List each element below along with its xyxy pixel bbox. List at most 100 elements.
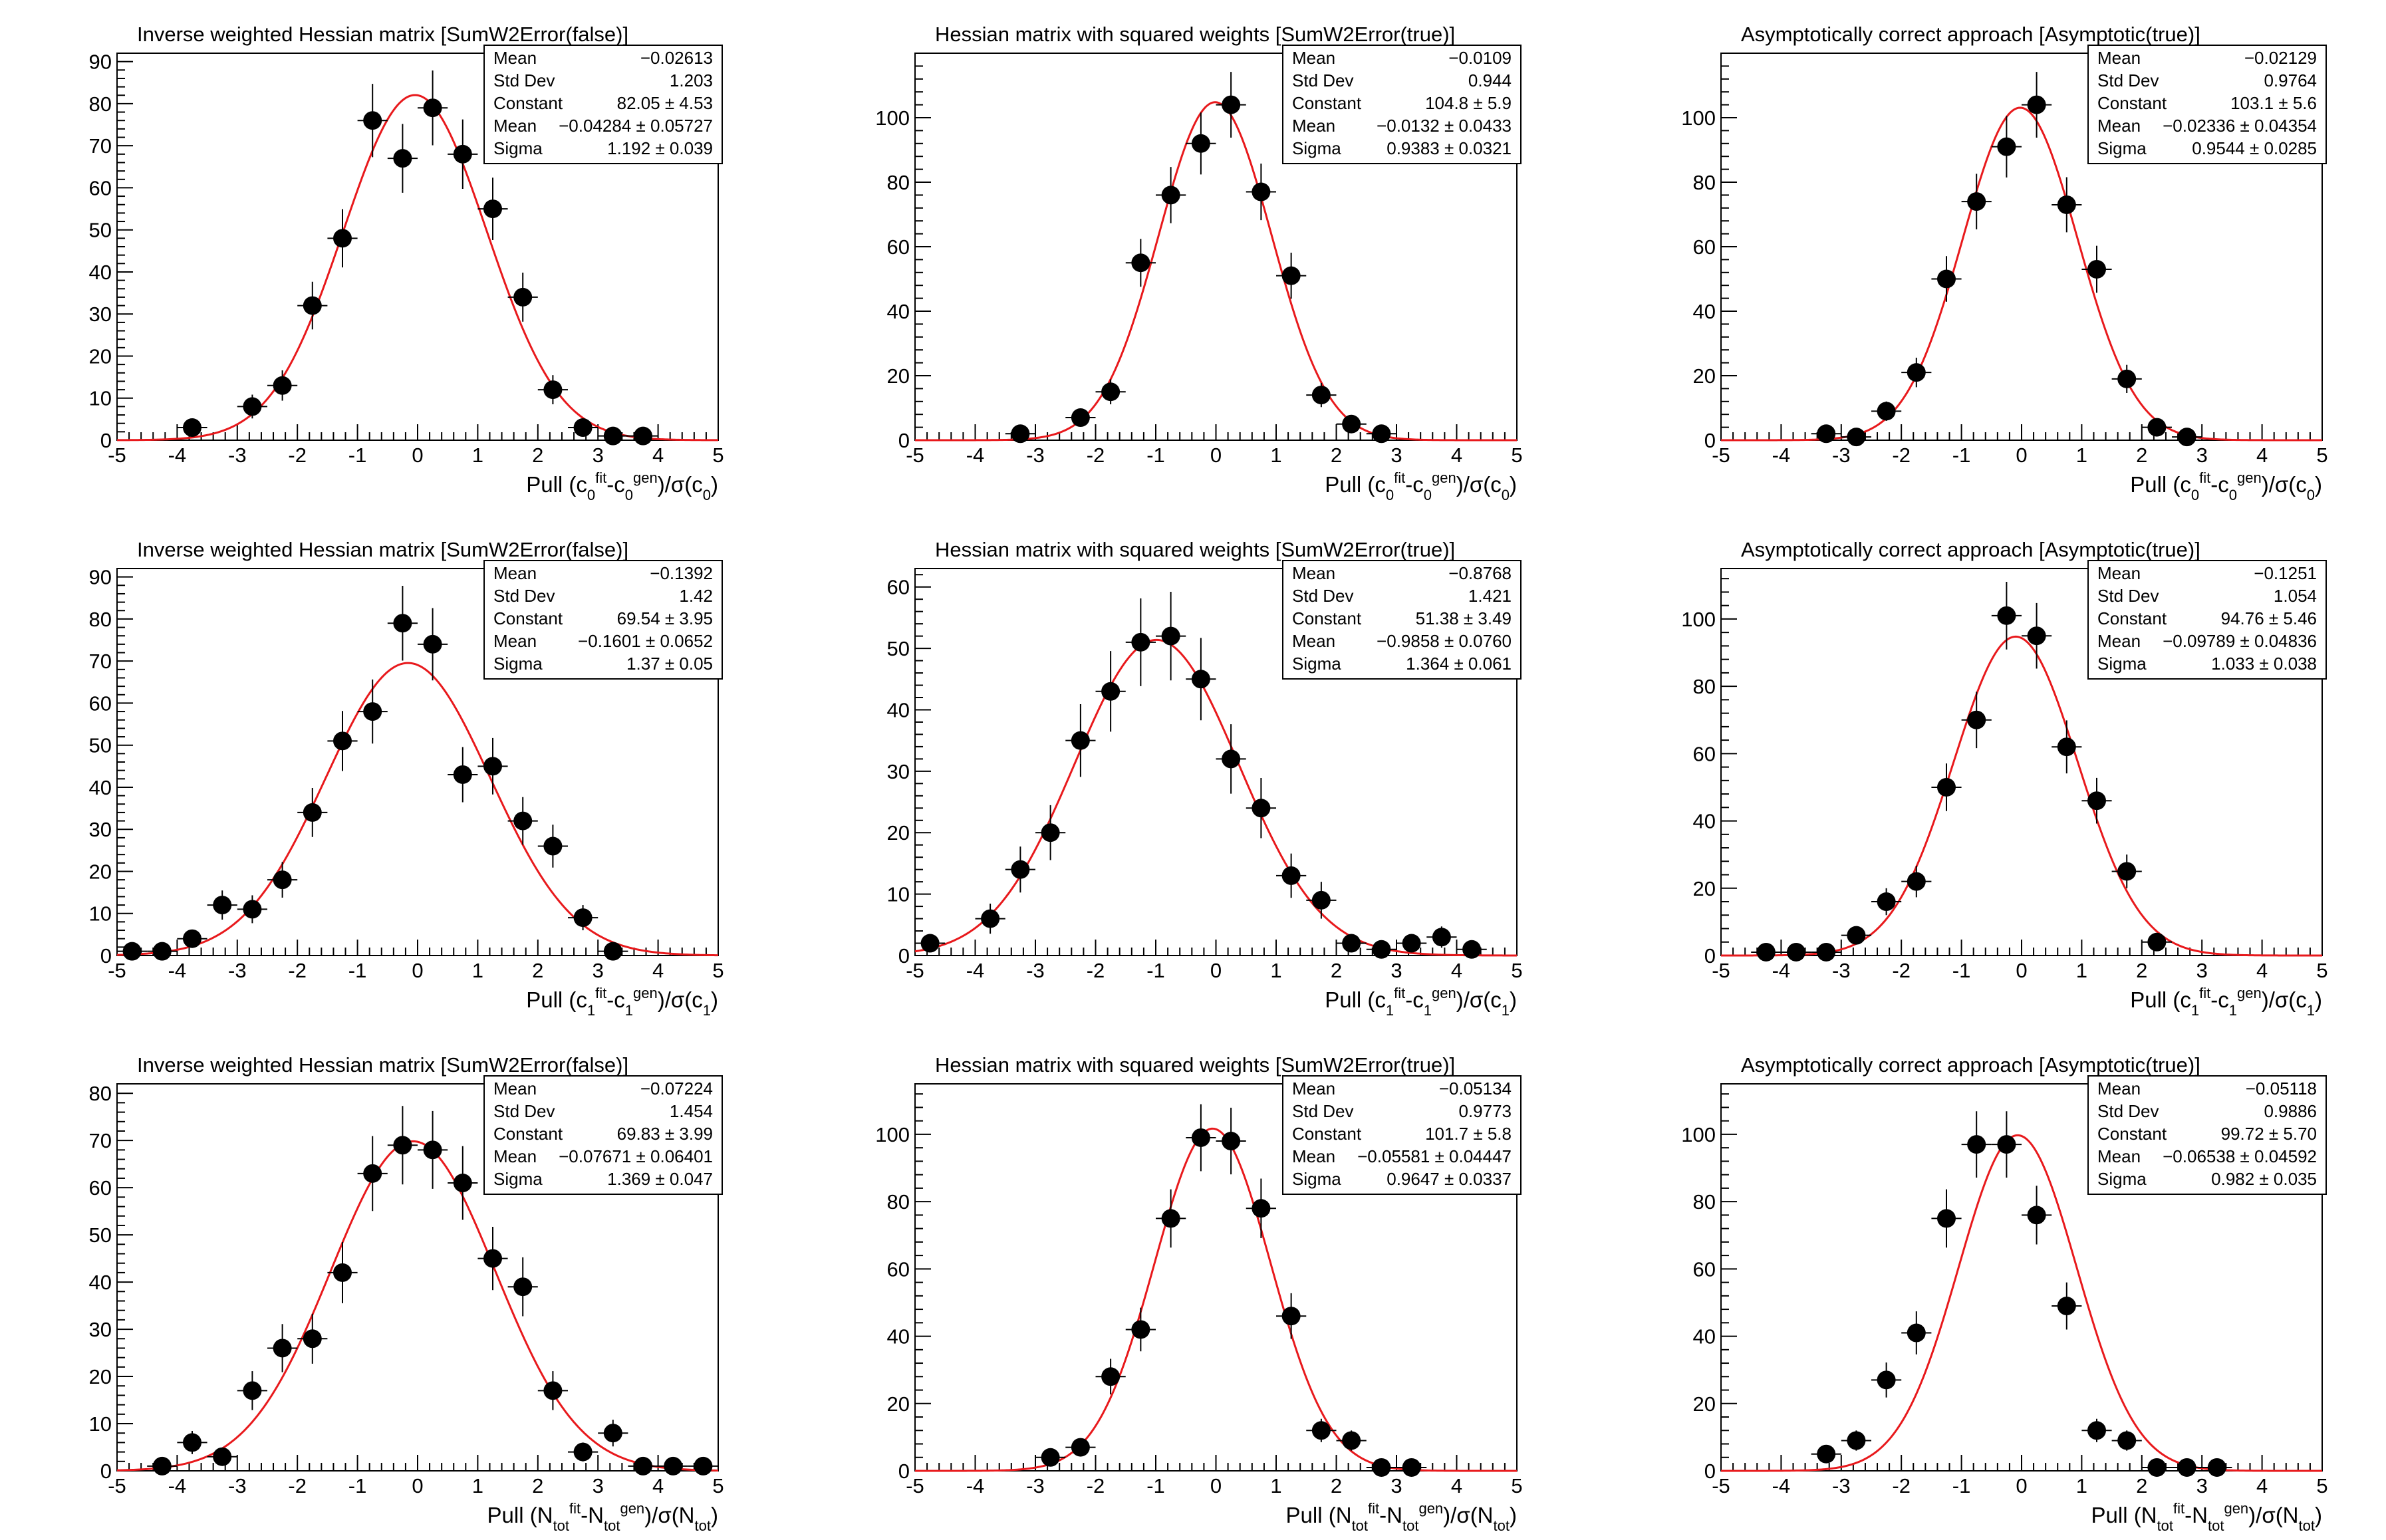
data-marker bbox=[543, 836, 563, 856]
x-tick-label: 5 bbox=[712, 959, 724, 982]
x-axis-label-s3: tot bbox=[695, 1517, 711, 1534]
data-point bbox=[1396, 934, 1427, 953]
data-marker bbox=[1041, 1448, 1060, 1467]
y-tick-label: 20 bbox=[887, 364, 910, 388]
data-point bbox=[267, 370, 298, 401]
y-tick-label: 50 bbox=[89, 219, 112, 242]
chart-title: Hessian matrix with squared weights [Sum… bbox=[935, 23, 1455, 46]
x-axis-label-post: )/σ(c bbox=[1456, 472, 1502, 497]
x-tick-label: 0 bbox=[412, 959, 423, 982]
data-point bbox=[2081, 1418, 2112, 1442]
stats-label: Sigma bbox=[1292, 1169, 1341, 1189]
data-marker bbox=[303, 803, 322, 822]
stats-box-frame bbox=[2087, 560, 2327, 680]
stats-label: Mean bbox=[493, 116, 537, 136]
chart-panel-3-1: Inverse weighted Hessian matrix [SumW2Er… bbox=[89, 1053, 724, 1534]
x-axis-label-m: -c bbox=[606, 987, 625, 1012]
data-marker bbox=[664, 1456, 683, 1476]
data-marker bbox=[1101, 1367, 1121, 1386]
data-point bbox=[1095, 1358, 1126, 1395]
stats-label: Std Dev bbox=[493, 586, 555, 606]
data-marker bbox=[1877, 1370, 1896, 1390]
stats-value: −0.07224 bbox=[640, 1079, 713, 1098]
x-tick-label: 5 bbox=[1511, 959, 1522, 982]
x-tick-label: 5 bbox=[712, 444, 724, 467]
stats-value: 0.9764 bbox=[2264, 70, 2317, 90]
x-axis-label-pre: Pull (c bbox=[1325, 472, 1386, 497]
y-tick-label: 30 bbox=[89, 303, 112, 326]
x-tick-label: -4 bbox=[168, 1474, 187, 1497]
data-point bbox=[1991, 581, 2022, 650]
x-axis-label-pre: Pull (c bbox=[2130, 472, 2191, 497]
stats-value: −0.1392 bbox=[650, 563, 713, 583]
data-point bbox=[297, 1313, 328, 1364]
x-axis-label-pre: Pull (c bbox=[2130, 987, 2191, 1012]
x-axis-label: Pull (c1fit-c1gen)/σ(c1) bbox=[526, 985, 718, 1019]
stats-box-frame bbox=[483, 45, 723, 164]
data-point bbox=[2052, 177, 2082, 233]
x-tick-label: 2 bbox=[1331, 444, 1342, 467]
data-marker bbox=[1342, 414, 1361, 434]
data-point bbox=[327, 1241, 358, 1303]
stats-value: −0.02129 bbox=[2244, 48, 2317, 68]
data-point bbox=[537, 825, 568, 868]
x-tick-label: -4 bbox=[168, 444, 187, 467]
stats-label: Mean bbox=[1292, 116, 1335, 136]
x-axis-label-p2: gen bbox=[1432, 469, 1456, 486]
x-tick-label: 2 bbox=[2136, 444, 2147, 467]
stats-label: Mean bbox=[2097, 563, 2141, 583]
y-tick-label: 50 bbox=[89, 1223, 112, 1247]
data-marker bbox=[1222, 1132, 1241, 1151]
y-tick-label: 0 bbox=[1704, 1460, 1716, 1483]
data-marker bbox=[183, 418, 201, 438]
x-axis-label: Pull (Ntotfit-Ntotgen)/σ(Ntot) bbox=[1286, 1500, 1517, 1534]
data-marker bbox=[1252, 799, 1271, 818]
stats-label: Std Dev bbox=[493, 1101, 555, 1121]
data-point bbox=[2111, 854, 2142, 888]
y-tick-label: 40 bbox=[89, 261, 112, 284]
data-point bbox=[448, 747, 478, 803]
x-tick-label: -1 bbox=[1952, 1474, 1971, 1497]
x-tick-label: 2 bbox=[532, 444, 543, 467]
x-axis-label-post: )/σ(N bbox=[2248, 1503, 2298, 1527]
stats-label: Constant bbox=[493, 93, 563, 113]
x-axis-label-pre: Pull (N bbox=[2091, 1503, 2157, 1527]
x-axis-label-post: )/σ(c bbox=[658, 472, 703, 497]
x-tick-label: 1 bbox=[1270, 1474, 1281, 1497]
data-point bbox=[418, 70, 448, 146]
x-tick-label: 2 bbox=[1331, 1474, 1342, 1497]
data-marker bbox=[2057, 195, 2076, 214]
data-marker bbox=[920, 934, 940, 953]
stats-value: 0.9544 ± 0.0285 bbox=[2192, 138, 2317, 158]
x-tick-label: 0 bbox=[1210, 1474, 1222, 1497]
data-point bbox=[207, 890, 237, 920]
x-tick-label: 2 bbox=[532, 959, 543, 982]
data-marker bbox=[1372, 424, 1391, 444]
x-axis-label-s1: tot bbox=[1352, 1517, 1368, 1534]
chart-title: Hessian matrix with squared weights [Sum… bbox=[935, 1053, 1455, 1077]
y-tick-label: 10 bbox=[887, 883, 910, 906]
x-axis-label-post: )/σ(c bbox=[2262, 472, 2307, 497]
stats-value: 94.76 ± 5.46 bbox=[2221, 608, 2317, 628]
data-point bbox=[1336, 1430, 1367, 1451]
x-tick-label: -2 bbox=[1087, 959, 1105, 982]
x-tick-label: -3 bbox=[228, 1474, 247, 1497]
stats-box-frame bbox=[483, 560, 723, 680]
data-point bbox=[1216, 72, 1246, 138]
data-point bbox=[2111, 364, 2142, 393]
data-point bbox=[1095, 651, 1126, 732]
data-point bbox=[477, 737, 508, 795]
x-axis-label-post: )/σ(c bbox=[658, 987, 703, 1012]
chart-title: Asymptotically correct approach [Asympto… bbox=[1741, 1053, 2200, 1077]
stats-label: Sigma bbox=[493, 1169, 543, 1189]
stats-label: Mean bbox=[493, 48, 537, 68]
x-tick-label: 0 bbox=[2016, 1474, 2027, 1497]
data-point bbox=[387, 124, 418, 193]
x-axis-label-p2: gen bbox=[2237, 469, 2262, 486]
x-tick-label: 5 bbox=[2316, 959, 2327, 982]
stats-label: Sigma bbox=[2097, 1169, 2147, 1189]
stats-box-frame bbox=[2087, 45, 2327, 164]
data-marker bbox=[1372, 1458, 1391, 1477]
data-marker bbox=[393, 1136, 412, 1155]
x-axis-label-s2: 1 bbox=[625, 1002, 633, 1019]
